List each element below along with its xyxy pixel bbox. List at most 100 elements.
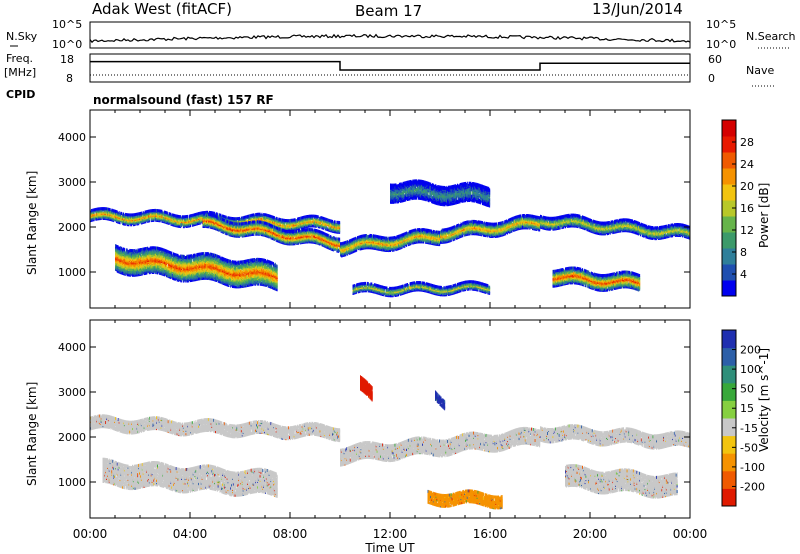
power-cell-0-31-7 [118, 212, 119, 215]
power-cell-0-92-8 [172, 213, 173, 216]
power-cell-0-145-8 [220, 214, 221, 217]
power-cell-0-8-8 [97, 208, 98, 211]
power-cell-0-165-8 [237, 217, 238, 220]
power-cell-0-25-8 [112, 209, 113, 212]
power-cell-0-151-8 [225, 215, 226, 218]
power-cell-0-54-8 [138, 212, 139, 215]
nave-label: Nave [746, 64, 774, 77]
power-cell-0-46-8 [131, 213, 132, 216]
power-cell-0-16-8 [104, 207, 105, 210]
power-cell-0-72-8 [154, 209, 155, 212]
power-cell-0-155-8 [228, 216, 229, 219]
power-cell-0-22-8 [110, 208, 111, 211]
power-cell-0-52-8 [136, 213, 137, 216]
power-cell-0-95-8 [175, 214, 176, 217]
power-cell-0-121-8 [198, 212, 199, 215]
power-cell-0-111-8 [189, 215, 190, 218]
power-cell-0-98-8 [178, 215, 179, 218]
power-cell-0-82-3 [163, 217, 164, 220]
power-cell-0-34-8 [120, 212, 121, 215]
power-cell-0-125-8 [202, 211, 203, 214]
power-cell-0-139-8 [214, 212, 215, 215]
power-cell-0-112-8 [190, 214, 191, 217]
superdarn-range-time-plot: Adak West (fitACF) Beam 17 13/Jun/2014 N… [0, 0, 800, 554]
power-cell-0-160-8 [233, 217, 234, 220]
power-cell-0-44-8 [129, 213, 130, 216]
power-cell-0-86-8 [167, 212, 168, 215]
power-cell-0-163-8 [236, 217, 237, 220]
power-cell-0-53-8 [137, 213, 138, 216]
power-cell-0-67-8 [150, 209, 151, 212]
power-cell-0-99-3 [178, 221, 179, 224]
noise-left-tick-bottom: 10^0 [52, 38, 82, 51]
power-cell-0-167-8 [239, 217, 240, 220]
power-cell-0-43-8 [128, 213, 129, 216]
power-cell-0-154-8 [228, 216, 229, 219]
noise-right-label: N.Search [746, 30, 796, 43]
freq-tick-bottom: 8 [66, 72, 73, 85]
power-cell-0-93-8 [173, 214, 174, 217]
power-cell-0-48-8 [133, 213, 134, 216]
noise-left-label: N.Sky [6, 30, 38, 43]
noise-right-tick-bottom: 10^0 [706, 38, 736, 51]
power-cell-0-14-4 [103, 212, 104, 215]
power-cell-0-168-7 [240, 218, 241, 221]
power-cell-0-71-8 [153, 209, 154, 212]
power-cell-0-13-8 [102, 207, 103, 210]
power-cell-0-100-8 [179, 215, 180, 218]
freq-tick-top: 18 [60, 53, 74, 66]
power-cell-0-153-7 [227, 217, 228, 220]
power-cell-0-164-8 [236, 217, 237, 220]
power-cell-0-102-7 [181, 217, 182, 220]
power-cell-0-40-8 [126, 213, 127, 216]
cpid-label: CPID [6, 88, 35, 101]
power-cell-0-123-8 [200, 212, 201, 215]
power-cell-0-14-8 [103, 207, 104, 210]
power-cell-0-74-8 [156, 209, 157, 212]
power-cell-0-60-7 [144, 212, 145, 215]
power-cell-0-24-8 [111, 209, 112, 212]
power-cell-0-97-8 [177, 215, 178, 218]
power-cell-0-69-8 [152, 209, 153, 212]
power-cell-0-117-8 [195, 213, 196, 216]
power-cell-0-148-8 [222, 215, 223, 218]
power-cell-0-113-8 [191, 214, 192, 217]
power-cell-0-82-7 [163, 212, 164, 215]
power-cell-0-141-8 [216, 212, 217, 215]
power-cell-0-70-8 [153, 209, 154, 212]
power-cell-0-78-8 [160, 209, 161, 212]
power-cell-0-37-8 [123, 213, 124, 216]
power-cell-0-104-4 [183, 220, 184, 223]
power-cell-0-33-7 [120, 213, 121, 216]
power-cell-0-10-8 [99, 207, 100, 210]
power-cell-0-157-8 [230, 217, 231, 220]
power-cell-0-45-8 [130, 213, 131, 216]
power-cell-0-99-8 [178, 215, 179, 218]
power-cell-0-142-8 [217, 213, 218, 216]
power-cell-0-152-8 [226, 216, 227, 219]
power-cell-0-138-8 [213, 212, 214, 215]
cpid-text: normalsound (fast) 157 RF [93, 93, 274, 107]
power-cell-0-88-8 [169, 212, 170, 215]
power-cell-0-39-8 [125, 213, 126, 216]
power-cell-0-1-8 [91, 209, 92, 212]
date-title: 13/Jun/2014 [592, 0, 683, 18]
power-cell-0-131-8 [207, 211, 208, 214]
noise-right-tick-top: 10^5 [706, 18, 736, 31]
power-cell-0-89-8 [170, 213, 171, 216]
power-cell-0-4-8 [94, 208, 95, 211]
power-cell-0-59-8 [143, 211, 144, 214]
power-cell-0-124-8 [201, 212, 202, 215]
power-cell-0-58-7 [142, 213, 143, 216]
freq-label-line1: Freq. [6, 52, 33, 65]
power-cell-0-11-8 [100, 207, 101, 210]
power-cell-0-9-8 [98, 207, 99, 210]
power-cell-0-106-8 [185, 215, 186, 218]
power-cell-0-76-8 [158, 209, 159, 212]
power-cell-0-30-8 [117, 211, 118, 214]
power-cell-0-79-8 [161, 210, 162, 213]
power-cell-0-19-8 [107, 208, 108, 211]
power-cell-0-118-8 [195, 213, 196, 216]
power-cell-0-96-8 [176, 214, 177, 217]
